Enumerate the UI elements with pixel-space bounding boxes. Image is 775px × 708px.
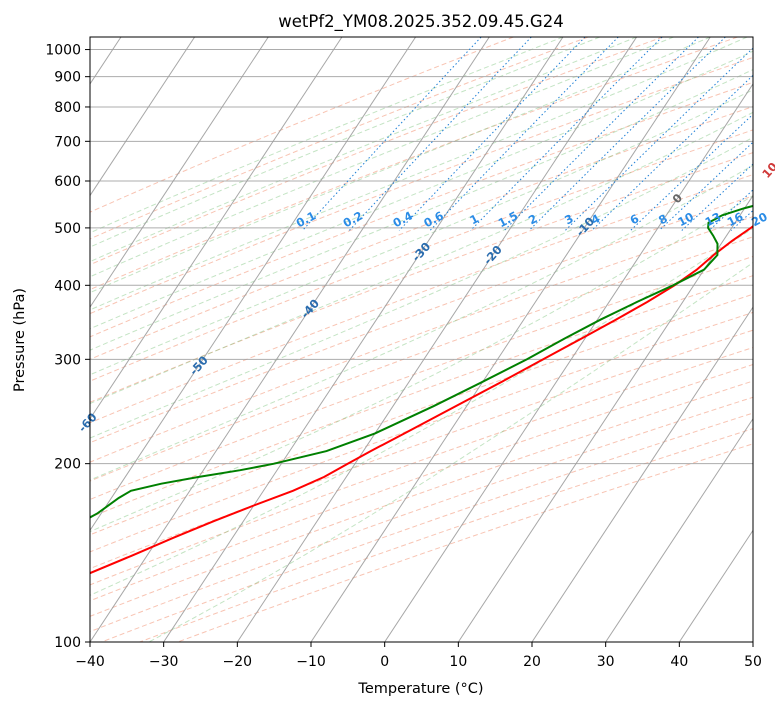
moist-adiabat <box>90 50 753 330</box>
dry-adiabat <box>90 174 753 424</box>
moist-adiabat <box>90 195 753 533</box>
mixing-ratio-line <box>429 37 619 231</box>
y-tick-label: 500 <box>54 221 81 237</box>
mixing-ratio-label: 13 <box>703 209 724 229</box>
x-tick-label: 10 <box>449 654 467 670</box>
mixing-ratio-label: 20 <box>749 209 770 229</box>
isotherm-line <box>236 37 638 642</box>
mixing-ratio-line <box>503 37 699 231</box>
moist-adiabat <box>90 89 753 376</box>
dry-adiabat <box>90 106 753 360</box>
moist-adiabat <box>90 37 637 263</box>
mixing-ratio-label: 10 <box>675 209 696 229</box>
x-tick-label: 30 <box>597 654 615 670</box>
profiles <box>90 204 753 575</box>
dry-adiabat <box>90 346 753 586</box>
moist-adiabat <box>90 69 753 351</box>
isotherm-line <box>90 37 343 420</box>
moist-adiabat <box>148 262 753 642</box>
x-tick-label: −40 <box>75 654 105 670</box>
temperature-profile <box>90 225 753 575</box>
y-tick-label: 1000 <box>45 43 81 59</box>
dry-adiabat <box>90 329 753 570</box>
moist-adiabat <box>90 227 753 596</box>
plot-frame <box>89 36 754 643</box>
x-tick-label: 0 <box>380 654 389 670</box>
mixing-ratio-line <box>398 37 586 231</box>
mixing-ratio-line <box>348 37 532 231</box>
y-tick-label: 600 <box>54 174 81 190</box>
isotherm-line <box>90 37 269 309</box>
dry-adiabat <box>90 311 753 553</box>
mixing-ratio-label: 25 <box>774 209 775 229</box>
axes: −40 −30 −20 −10 0 10 20 30 40 50 100 200 300 400 500 60… <box>45 43 762 670</box>
dry-adiabat <box>90 380 753 617</box>
mixing-ratio-line <box>528 37 726 231</box>
y-tick-label: 400 <box>54 278 81 294</box>
dewpoint-profile <box>90 204 753 519</box>
x-tick-label: −10 <box>296 654 326 670</box>
x-tick-label: −20 <box>223 654 253 670</box>
isotherm-line <box>90 37 196 197</box>
isotherm-line <box>531 306 753 642</box>
dry-adiabat <box>90 37 663 266</box>
isotherm-line <box>90 37 417 532</box>
mixing-ratio-label: 16 <box>725 209 746 229</box>
isotherm-line <box>384 83 753 642</box>
mixing-ratio-line <box>302 37 482 231</box>
isotherm-line <box>457 194 753 642</box>
x-tick-label: 20 <box>523 654 541 670</box>
y-tick-label: 300 <box>54 352 81 368</box>
y-tick-label: 100 <box>54 635 81 651</box>
y-tick-label: 900 <box>54 70 81 86</box>
dry-adiabat <box>90 396 753 633</box>
y-tick-label: 800 <box>54 100 81 116</box>
moist-adiabat <box>90 37 748 311</box>
moist-adiabat <box>90 37 600 248</box>
moist-adiabat <box>90 37 564 234</box>
y-tick-label: 700 <box>54 134 81 150</box>
x-tick-label: −30 <box>149 654 179 670</box>
moist-adiabat <box>90 164 753 481</box>
dry-adiabat <box>90 37 514 213</box>
x-axis-label: Temperature (°C) <box>357 681 483 697</box>
y-axis-label: Pressure (hPa) <box>12 288 28 392</box>
dry-adiabat <box>90 152 753 403</box>
isotherm-line <box>605 417 753 642</box>
isotherm-line <box>90 37 490 642</box>
moist-adiabat <box>90 136 753 439</box>
dry-adiabat <box>90 363 753 602</box>
chart-title: wetPf2_YM08.2025.352.09.45.G24 <box>278 12 563 32</box>
dry-adiabat <box>90 37 738 291</box>
mixing-ratio-line <box>681 163 753 231</box>
isotherm-line <box>310 37 711 642</box>
moist-adiabat <box>90 37 711 294</box>
x-tick-label: 40 <box>670 654 688 670</box>
isotherm-line <box>163 37 564 642</box>
dry-adiabat <box>90 37 589 240</box>
isotherm-line <box>678 529 753 642</box>
y-tick-label: 200 <box>54 457 81 473</box>
x-tick-label: 50 <box>744 654 762 670</box>
mixing-ratio-line <box>591 74 753 231</box>
background-lines <box>90 37 753 642</box>
